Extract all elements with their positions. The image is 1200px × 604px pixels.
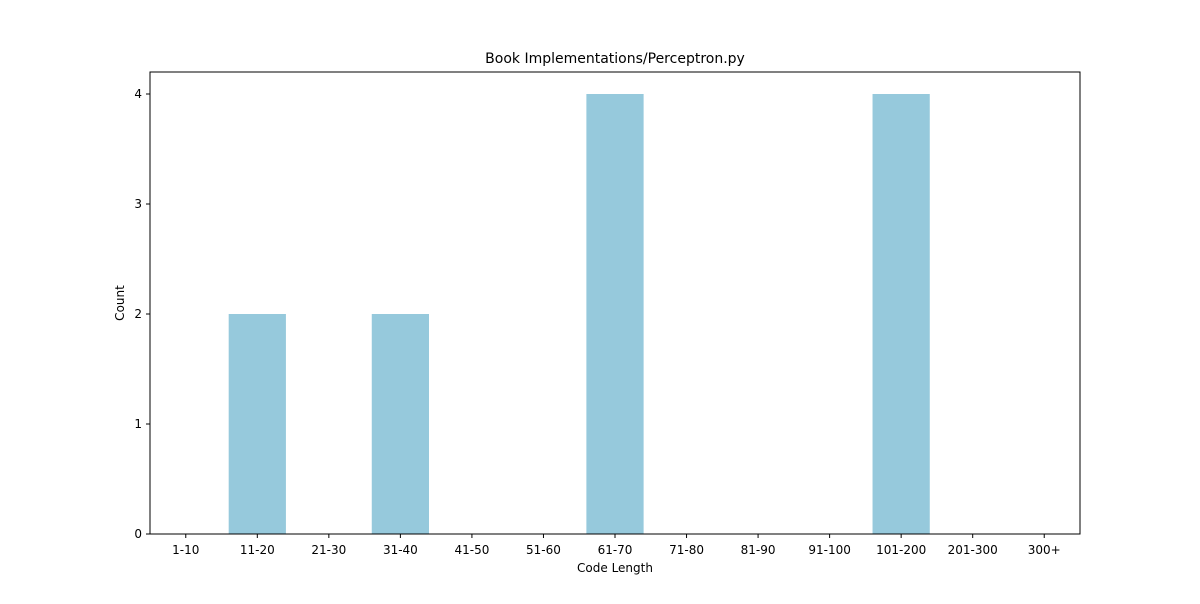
y-tick-label: 0 (134, 527, 142, 541)
bar-101-200 (872, 94, 930, 534)
x-tick-label: 31-40 (383, 543, 418, 557)
bars-layer (228, 94, 930, 534)
chart-title: Book Implementations/Perceptron.py (485, 51, 745, 67)
x-tick-label: 81-90 (741, 543, 776, 557)
y-axis: 0 1 2 3 4 (134, 87, 150, 541)
x-tick-label: 91-100 (808, 543, 851, 557)
y-tick-label: 3 (134, 197, 142, 211)
x-tick-label: 11-20 (240, 543, 275, 557)
x-tick-label: 201-300 (948, 543, 998, 557)
x-tick-label: 300+ (1028, 543, 1061, 557)
x-tick-label: 41-50 (454, 543, 489, 557)
y-tick-label: 2 (134, 307, 142, 321)
bar-61-70 (586, 94, 644, 534)
x-tick-label: 71-80 (669, 543, 704, 557)
bar-31-40 (371, 314, 429, 534)
x-tick-label: 1-10 (172, 543, 199, 557)
y-tick-label: 4 (134, 87, 142, 101)
x-tick-label: 101-200 (876, 543, 926, 557)
y-tick-label: 1 (134, 417, 142, 431)
bar-11-20 (228, 314, 286, 534)
x-axis-title: Code Length (577, 561, 653, 575)
x-tick-label: 51-60 (526, 543, 561, 557)
y-axis-title: Count (113, 285, 127, 321)
x-axis: 1-10 11-20 21-30 31-40 41-50 51-60 61-70 71-80 8… (172, 534, 1061, 557)
x-tick-label: 21-30 (311, 543, 346, 557)
x-tick-label: 61-70 (598, 543, 633, 557)
